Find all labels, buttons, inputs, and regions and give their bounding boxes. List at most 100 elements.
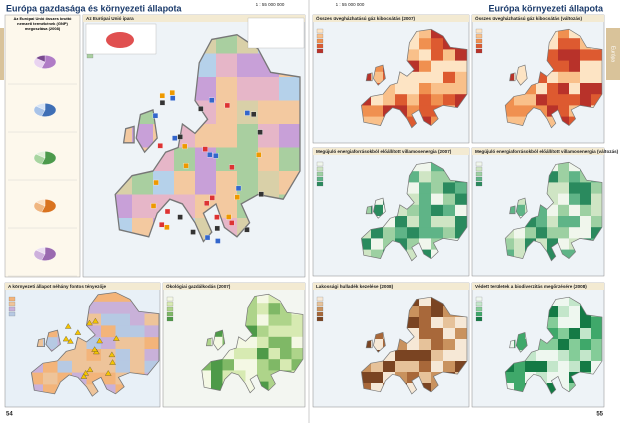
country-region	[419, 29, 432, 39]
country-region	[280, 325, 292, 338]
country-region	[455, 71, 468, 84]
country-region	[525, 361, 537, 373]
country-region	[580, 350, 592, 362]
country-region	[569, 94, 581, 106]
country-region	[195, 171, 217, 196]
country-region	[245, 359, 258, 371]
country-region	[419, 83, 432, 95]
country-region	[505, 372, 515, 384]
industry-symbol	[159, 100, 166, 106]
panel-title: Megújuló energiaforrásokból előállított …	[475, 149, 619, 154]
country-region	[569, 162, 581, 172]
pie-group	[8, 55, 77, 277]
industry-symbol	[170, 95, 176, 101]
country-region	[547, 204, 559, 217]
country-region	[280, 359, 292, 371]
pie-slice	[35, 151, 46, 159]
country-region	[580, 193, 592, 206]
country-region	[514, 116, 526, 128]
country-region	[536, 361, 548, 373]
country-region	[514, 249, 526, 261]
country-region	[57, 360, 73, 374]
hazard-symbol	[91, 346, 98, 352]
country-region	[419, 361, 432, 373]
country-region	[201, 370, 212, 383]
map-panel: Lakossági hulladék kezelése (2008)	[312, 282, 470, 408]
legend-swatch	[316, 301, 324, 307]
industry-symbol	[164, 224, 170, 230]
country-region	[407, 60, 420, 73]
country-region	[569, 361, 581, 373]
legend-swatch	[166, 316, 174, 322]
country-region	[31, 372, 44, 385]
country-region	[222, 348, 235, 360]
country-region	[361, 105, 372, 118]
right-scale: 1 : 55 000 000	[336, 2, 365, 7]
country-region	[580, 216, 592, 228]
country-region	[419, 105, 432, 118]
country-region	[431, 162, 444, 172]
industry-symbol	[198, 106, 204, 112]
country-region	[279, 147, 300, 172]
country-region	[419, 204, 432, 217]
country-region	[257, 336, 269, 349]
country-region	[419, 372, 432, 384]
country-region	[234, 336, 246, 349]
country-region	[536, 216, 548, 228]
panel-title: A környezeti állapot néhány fontos ténye…	[8, 284, 107, 289]
pie-slice	[35, 247, 46, 255]
pie-slice	[41, 151, 57, 165]
country-region	[216, 77, 238, 102]
country-region	[280, 348, 292, 360]
country-region	[279, 77, 300, 102]
country-region	[431, 227, 444, 239]
country-region	[514, 71, 526, 84]
country-region	[371, 383, 384, 395]
country-region	[455, 361, 468, 373]
country-region	[591, 317, 603, 329]
country-region	[371, 238, 384, 251]
country-region	[132, 171, 154, 196]
country-region	[547, 238, 559, 251]
country-region	[547, 216, 559, 228]
country-region	[558, 105, 570, 118]
country-region	[419, 38, 432, 50]
industry-symbol	[226, 214, 232, 220]
country-region	[407, 216, 420, 228]
country-region	[211, 370, 223, 383]
panel-title-bar	[163, 283, 305, 290]
country-region	[419, 94, 432, 106]
country-region	[216, 124, 238, 149]
pie-inset-chart	[106, 32, 134, 48]
country-region	[525, 227, 537, 239]
country-region	[371, 227, 384, 239]
map-panel: Ökológiai gazdálkodás (2007)	[162, 282, 306, 408]
gnp-box	[4, 14, 81, 278]
pie-slice	[41, 55, 57, 69]
country-region	[431, 29, 444, 39]
country-region	[505, 116, 515, 128]
country-region	[101, 292, 117, 303]
industry-symbol	[214, 225, 220, 232]
industry-symbol	[256, 152, 262, 158]
country-region	[268, 359, 281, 371]
hazard-symbol	[104, 370, 112, 376]
country-region	[505, 105, 515, 118]
country-region	[361, 116, 372, 128]
legend-swatch	[475, 171, 483, 177]
legend-swatch	[475, 311, 483, 317]
country-region	[419, 193, 432, 206]
country-region	[514, 383, 526, 395]
country-region	[407, 94, 420, 106]
country-region	[580, 60, 592, 73]
country-region	[547, 339, 559, 351]
industry-symbol	[258, 191, 264, 197]
country-region	[291, 314, 303, 327]
map-panel: Védett területek a biodiverzitás megőrzé…	[471, 282, 605, 408]
country-region	[407, 339, 420, 351]
country-region	[569, 339, 581, 351]
country-region	[558, 204, 570, 217]
country-region	[547, 249, 559, 261]
country-region	[569, 171, 581, 183]
industry-symbol	[159, 222, 165, 228]
